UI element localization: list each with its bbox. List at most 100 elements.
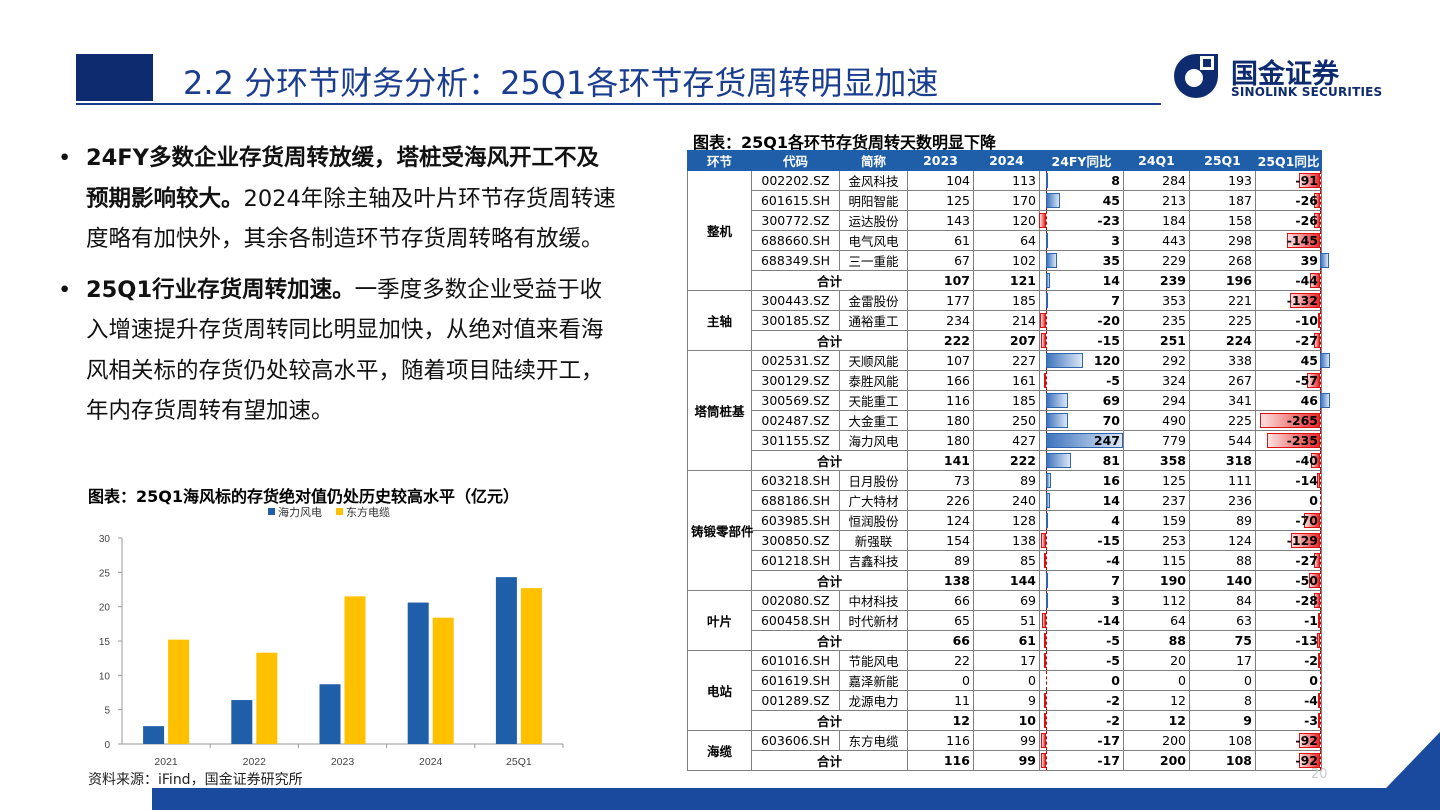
positive-bar: [1046, 413, 1068, 428]
stock-name: 广大特材: [839, 490, 908, 511]
sum-25q1: 108: [1189, 750, 1256, 771]
value-24q1: 353: [1123, 290, 1190, 311]
sum-2024: 99: [973, 750, 1040, 771]
legend-swatch: [336, 508, 343, 515]
bar-value: -14: [1295, 473, 1318, 488]
yoy-24fy: 35: [1039, 250, 1124, 271]
sum-24q1: 190: [1123, 570, 1190, 591]
positive-bar: [1320, 353, 1331, 368]
bar-value: 7: [1111, 293, 1120, 308]
yoy-25q1: -92: [1255, 730, 1322, 751]
stock-code: 603218.SH: [751, 470, 840, 491]
yoy-25q1: -10: [1255, 310, 1322, 331]
bar-value: 247: [1093, 433, 1120, 448]
stock-code: 601218.SH: [751, 550, 840, 571]
value-2023: 73: [907, 470, 974, 491]
value-25q1: 17: [1189, 650, 1256, 671]
yoy-25q1: 46: [1255, 390, 1331, 411]
bar-value: -2: [1106, 693, 1120, 708]
inventory-bar-chart: 0 5 10 15 20 25 30 2021 2022 2023 2024 25Q1 海力风电 东方电缆: [99, 505, 564, 768]
value-24q1: 125: [1123, 470, 1190, 491]
negative-bar: [1287, 233, 1320, 248]
value-25q1: 63: [1189, 610, 1256, 631]
negative-bar: [1313, 333, 1320, 348]
zero-axis: [1046, 671, 1047, 690]
sum-label: 合计: [751, 450, 908, 471]
zero-axis: [1320, 551, 1321, 570]
positive-bar: [1046, 453, 1072, 468]
bar-value: -4: [1106, 553, 1120, 568]
positive-bar: [1046, 393, 1068, 408]
value-24q1: 284: [1123, 170, 1190, 191]
zero-axis: [1320, 631, 1321, 650]
inventory-turnover-table: 环节 代码 简称 2023 2024 24FY同比 24Q1 25Q1 25Q1同比 整机 002…: [687, 150, 1331, 771]
zero-axis: [1320, 571, 1321, 590]
value-24q1: 159: [1123, 510, 1190, 531]
table-sum-row: 合计 12 10 -2 12 9 -3: [688, 710, 1322, 731]
table-row: 001289.SZ 龙源电力 11 9 -2 12 8 -4: [688, 690, 1322, 711]
bar-value: 4: [1111, 513, 1120, 528]
zero-axis: [1046, 651, 1047, 670]
positive-bar: [1046, 573, 1049, 588]
negative-bar: [1299, 753, 1320, 768]
bar-value: -132: [1286, 293, 1318, 308]
value-24q1: 12: [1123, 690, 1190, 711]
table-row: 688349.SH 三一重能 67 102 35 229 268 39: [688, 250, 1329, 271]
value-24q1: 490: [1123, 410, 1190, 431]
sum-yoy-24fy: -5: [1039, 630, 1124, 651]
sum-24q1: 239: [1123, 270, 1190, 291]
sum-2024: 61: [973, 630, 1040, 651]
value-24q1: 443: [1123, 230, 1190, 251]
negative-bar: [1314, 213, 1320, 228]
value-2024: 69: [973, 590, 1040, 611]
table-row: 铸锻零部件 603218.SH 日月股份 73 89 16 125 111 -14: [687, 470, 1322, 591]
bar-value: 8: [1111, 173, 1120, 188]
bar-value: -129: [1286, 533, 1318, 548]
bar-haili: [143, 726, 165, 744]
zero-axis: [1320, 171, 1321, 190]
table-row: 300772.SZ 运达股份 143 120 -23 184 158 -26: [688, 210, 1322, 231]
sum-yoy-25q1: -3: [1255, 710, 1322, 731]
value-2024: 128: [973, 510, 1040, 531]
stock-code: 300185.SZ: [751, 310, 840, 331]
segment-label: 主轴: [687, 290, 752, 351]
yoy-25q1: -1: [1255, 610, 1322, 631]
stock-code: 002080.SZ: [751, 590, 840, 611]
negative-bar: [1044, 633, 1046, 648]
negative-bar: [1044, 373, 1046, 388]
bar-value: -40: [1295, 453, 1318, 468]
stock-code: 300129.SZ: [751, 370, 840, 391]
bar-haili: [407, 602, 429, 744]
negative-bar: [1310, 273, 1320, 288]
stock-name: 时代新材: [839, 610, 908, 631]
sum-yoy-24fy: -2: [1039, 710, 1124, 731]
yoy-25q1: -27: [1255, 550, 1322, 571]
footer-corner: [1365, 732, 1440, 810]
bar-value: 45: [1102, 193, 1120, 208]
value-2024: 214: [973, 310, 1040, 331]
sum-2023: 138: [907, 570, 974, 591]
zero-axis: [1320, 651, 1321, 670]
table-row: 603985.SH 恒润股份 124 128 4 159 89 -70: [688, 510, 1322, 531]
bar-value: -5: [1106, 633, 1120, 648]
legend-swatch: [268, 508, 275, 515]
table-row: 688660.SH 电气风电 61 64 3 443 298 -145: [688, 230, 1322, 251]
column-header: 25Q1: [1189, 150, 1256, 171]
bar-value: -13: [1295, 633, 1318, 648]
bar-value: -26: [1295, 213, 1318, 228]
value-2024: 99: [973, 730, 1040, 751]
zero-axis: [1046, 611, 1047, 630]
sum-2024: 207: [973, 330, 1040, 351]
bar-value: -2: [1106, 713, 1120, 728]
value-2024: 64: [973, 230, 1040, 251]
bar-value: -145: [1286, 233, 1318, 248]
negative-bar: [1041, 533, 1046, 548]
bar-value: -2: [1304, 653, 1318, 668]
sum-25q1: 196: [1189, 270, 1256, 291]
column-header: 24Q1: [1123, 150, 1190, 171]
negative-bar: [1318, 693, 1320, 708]
value-2024: 240: [973, 490, 1040, 511]
yoy-24fy: -5: [1039, 650, 1124, 671]
x-tick-label: 2023: [331, 756, 355, 768]
bar-value: -5: [1106, 373, 1120, 388]
